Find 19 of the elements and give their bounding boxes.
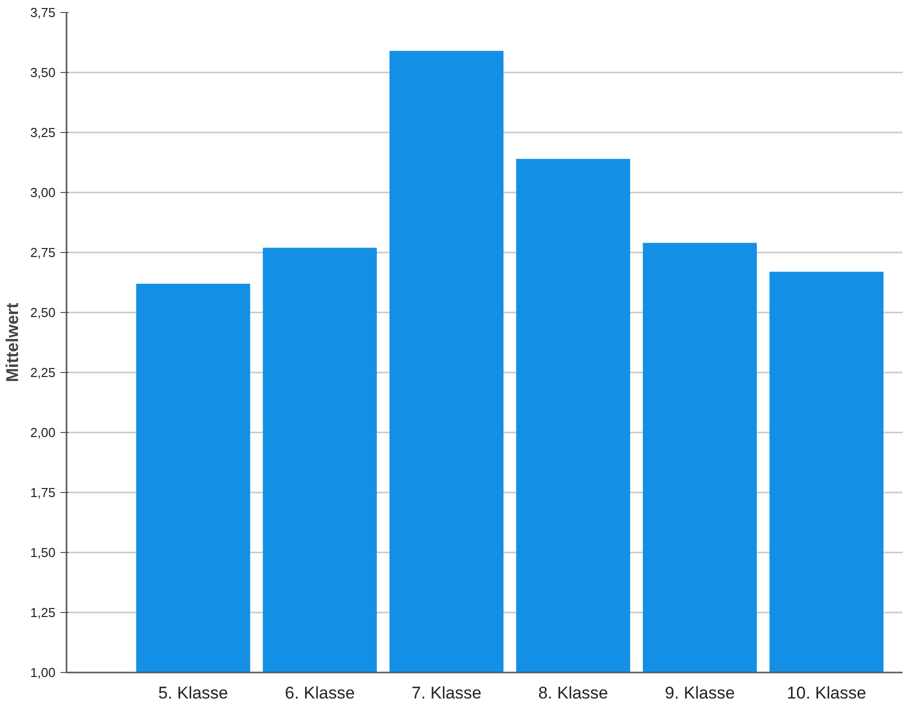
y-tick-label: 3,00: [30, 185, 56, 200]
y-tick-label: 2,75: [30, 245, 56, 260]
y-tick-label: 2,00: [30, 425, 56, 440]
y-tick-label: 3,50: [30, 65, 56, 80]
y-tick-label: 1,00: [30, 665, 56, 680]
y-tick-label: 1,25: [30, 605, 56, 620]
y-tick-label: 3,75: [30, 5, 56, 20]
x-tick-label: 6. Klasse: [284, 684, 355, 702]
y-tick-label: 2,25: [30, 365, 56, 380]
y-tick-label: 3,25: [30, 125, 56, 140]
x-tick-label: 7. Klasse: [412, 684, 482, 702]
x-tick-label: 10. Klasse: [786, 684, 866, 702]
y-tick-label: 1,50: [30, 545, 56, 560]
y-tick-label: 2,50: [30, 305, 56, 320]
x-tick-label: 9. Klasse: [664, 684, 735, 702]
y-tick-label: 1,75: [30, 485, 56, 500]
y-axis-title: Mittelwert: [3, 302, 22, 382]
x-tick-label: 5. Klasse: [158, 684, 228, 702]
x-tick-label: 8. Klasse: [538, 684, 608, 702]
